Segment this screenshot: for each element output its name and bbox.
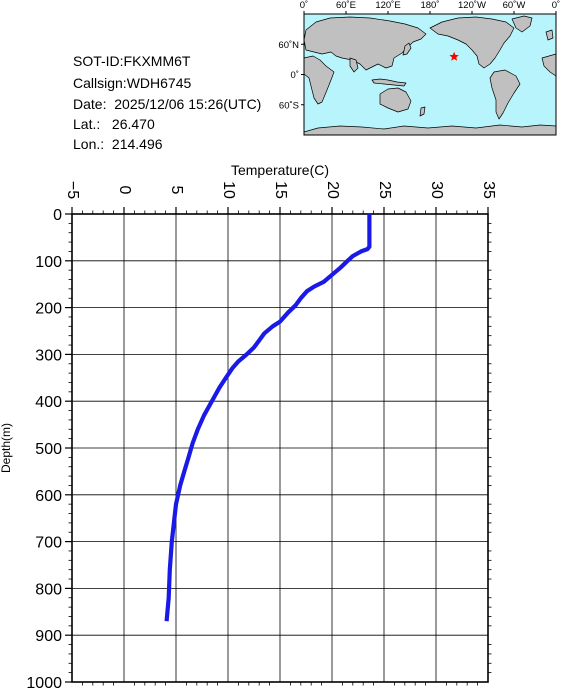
land-north-america — [429, 16, 515, 69]
x-tick-label: 0 — [116, 186, 133, 195]
x-tick-label: 10 — [220, 181, 237, 199]
land-south-america — [489, 69, 521, 120]
map-lon-label: 60˚W — [503, 0, 526, 11]
land-australia — [379, 87, 412, 113]
map-lat-label: 60˚S — [279, 100, 299, 111]
x-tick-label: 25 — [376, 181, 393, 199]
lat-label: Lat.: — [73, 116, 101, 132]
land-nz — [419, 106, 426, 117]
y-tick-label: 800 — [35, 581, 62, 598]
land-indonesia — [371, 78, 407, 87]
y-tick-label: 100 — [35, 254, 62, 271]
map-marker-layer — [449, 51, 459, 61]
x-tick-labels: −5 0 5 10 15 20 25 30 35 — [64, 181, 497, 199]
series-layer — [164, 214, 372, 622]
x-tick-label: 35 — [480, 181, 497, 199]
x-tick-label: 30 — [428, 181, 445, 199]
lat-value: 26.470 — [111, 116, 155, 132]
chart-ticks — [65, 207, 492, 686]
date-label: Date: — [73, 96, 107, 112]
date-row: Date: 2025/12/06 15:26(UTC) — [73, 96, 261, 112]
y-tick-label: 300 — [35, 347, 62, 364]
y-tick-label: 0 — [53, 207, 62, 224]
y-tick-label: 200 — [35, 301, 62, 318]
lon-label: Lon.: — [73, 136, 105, 152]
map-lon-label: 0˚ — [552, 0, 560, 11]
map-lon-label: 120˚E — [375, 0, 400, 11]
land-uk — [545, 29, 554, 41]
y-tick-label: 600 — [35, 488, 62, 505]
land-africa — [303, 55, 335, 105]
sot-id-text: SOT-ID:FKXMM6T — [73, 53, 191, 69]
y-tick-label: 400 — [35, 394, 62, 411]
x-tick-label: 5 — [168, 186, 185, 195]
y-tick-label: 1000 — [26, 675, 62, 690]
lon-row: Lon.: 214.496 — [73, 136, 163, 152]
map-lon-label: 180˚ — [420, 0, 439, 11]
temperature-profile-line — [164, 214, 372, 622]
chart-grid — [71, 213, 489, 683]
x-tick-label: 15 — [272, 181, 289, 199]
land-africa-west — [541, 53, 557, 77]
map-lat-label: 60˚N — [278, 40, 299, 51]
lon-value: 214.496 — [111, 136, 163, 152]
x-tick-label: −5 — [64, 181, 81, 199]
x-tick-label: 20 — [324, 181, 341, 199]
map-land — [303, 15, 557, 136]
land-eurasia — [303, 16, 427, 71]
y-axis-label: Depth(m) — [0, 423, 13, 473]
land-greenland — [511, 15, 533, 33]
callsign-text: Callsign:WDH6745 — [73, 75, 192, 91]
position-marker-star-icon — [449, 51, 459, 61]
map-lon-label: 0˚ — [300, 0, 308, 11]
map-lon-label: 60˚E — [336, 0, 356, 11]
map-ticks — [301, 11, 557, 106]
x-axis-label: Temperature(C) — [231, 162, 329, 178]
land-india — [349, 57, 359, 73]
map-top-labels: 0˚ 60˚E 120˚E 180˚ 120˚W 60˚W 0˚ — [300, 0, 560, 11]
y-tick-labels: 0 100 200 300 400 500 600 700 800 900 1000 — [26, 207, 62, 690]
y-tick-label: 700 — [35, 535, 62, 552]
map-lat-label: 0˚ — [291, 70, 299, 81]
map-lon-label: 120˚W — [458, 0, 486, 11]
y-tick-label: 500 — [35, 441, 62, 458]
lat-row: Lat.: 26.470 — [73, 116, 155, 132]
y-tick-label: 900 — [35, 628, 62, 645]
map-left-labels: 60˚N 0˚ 60˚S — [278, 40, 299, 112]
land-japan — [402, 42, 412, 56]
date-value: 2025/12/06 15:26(UTC) — [114, 96, 262, 112]
